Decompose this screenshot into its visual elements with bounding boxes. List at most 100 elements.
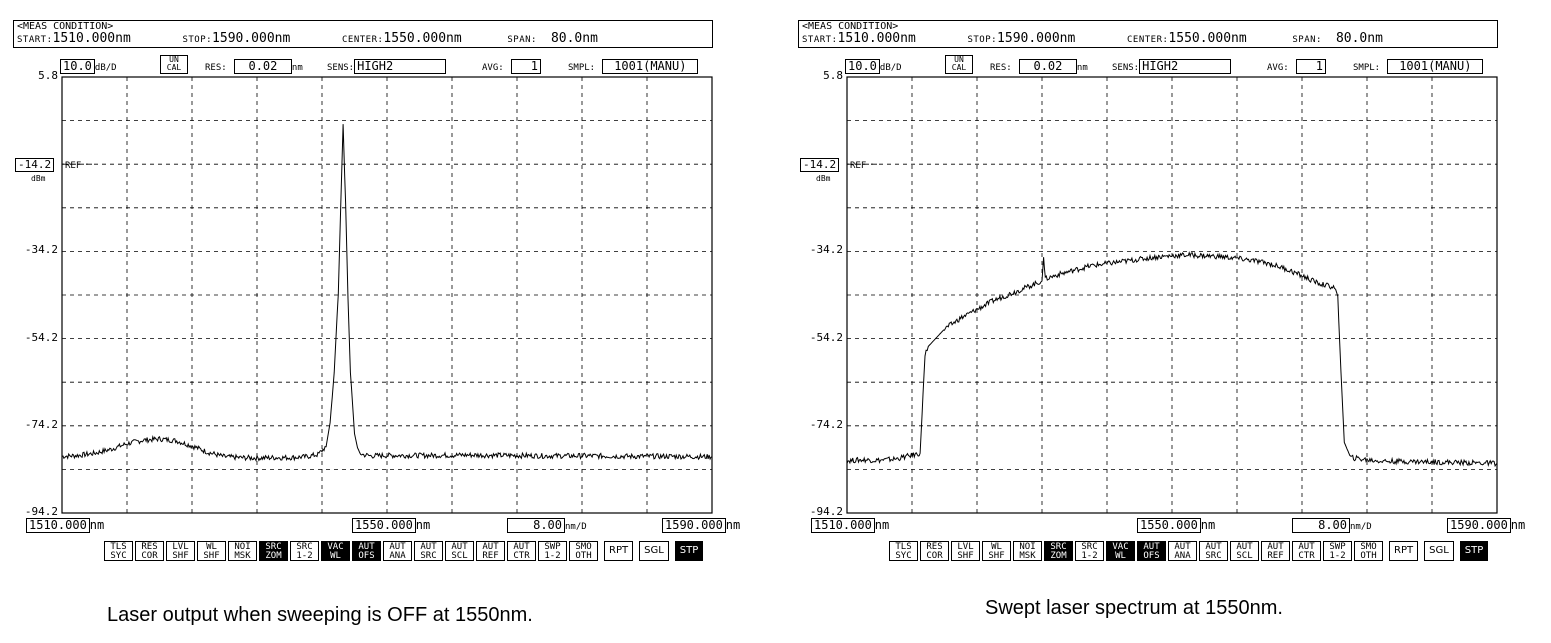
softkey-aut-ofs[interactable]: AUT OFS bbox=[1137, 541, 1166, 561]
softkey-line-2: ANA bbox=[389, 551, 406, 561]
softkey-noi-msk[interactable]: NOI MSK bbox=[1013, 541, 1042, 561]
ref-level-box[interactable]: -14.2 bbox=[15, 158, 55, 172]
spectrum-trace bbox=[61, 124, 713, 462]
softkey-sgl[interactable]: SGL bbox=[1424, 541, 1454, 561]
scale-box[interactable]: 10.0 bbox=[60, 59, 95, 74]
smpl-box[interactable]: 1001(MANU) bbox=[1387, 59, 1484, 74]
spectrum-trace bbox=[846, 251, 1498, 468]
softkey-wl-shf[interactable]: WL SHF bbox=[197, 541, 226, 561]
softkey-src-12[interactable]: SRC 1-2 bbox=[290, 541, 319, 561]
softkey-aut-ref[interactable]: AUT REF bbox=[1261, 541, 1290, 561]
softkey-aut-src[interactable]: AUT SRC bbox=[414, 541, 443, 561]
softkey-aut-ofs[interactable]: AUT OFS bbox=[352, 541, 381, 561]
softkey-rpt[interactable]: RPT bbox=[1389, 541, 1419, 561]
softkey-line-1: WL bbox=[206, 542, 217, 552]
softkey-sgl[interactable]: SGL bbox=[639, 541, 669, 561]
softkey-line-1: AUT bbox=[358, 542, 375, 552]
softkey-swp-12[interactable]: SWP 1-2 bbox=[1323, 541, 1352, 561]
y-tick-label: -74.2 bbox=[809, 417, 843, 431]
softkey-line-2: OFS bbox=[358, 551, 375, 561]
res-box[interactable]: 0.02 bbox=[233, 59, 292, 74]
softkey-line-1: SMO bbox=[1360, 542, 1377, 552]
softkey-aut-scl[interactable]: AUT SCL bbox=[445, 541, 474, 561]
softkey-aut-ana[interactable]: AUT ANA bbox=[1168, 541, 1197, 561]
softkey-aut-ctr[interactable]: AUT CTR bbox=[507, 541, 536, 561]
softkey-aut-ana[interactable]: AUT ANA bbox=[383, 541, 412, 561]
softkey-line-1: TLS bbox=[895, 542, 912, 552]
softkey-line-2: OTH bbox=[575, 551, 592, 561]
softkey-src-zom[interactable]: SRC ZOM bbox=[259, 541, 288, 561]
softkey-aut-ref[interactable]: AUT REF bbox=[476, 541, 505, 561]
x-right-box[interactable]: 1590.000 bbox=[662, 518, 726, 533]
y-tick-label: 5.8 bbox=[823, 69, 843, 82]
avg-row: AVG: 1 bbox=[1267, 59, 1326, 75]
ref-marker-label: REF bbox=[850, 161, 867, 171]
softkey-lvl-shf[interactable]: LVL SHF bbox=[951, 541, 980, 561]
ref-marker-label: REF bbox=[65, 161, 82, 171]
x-center-box[interactable]: 1550.000 bbox=[1137, 518, 1201, 533]
avg-box[interactable]: 1 bbox=[1295, 59, 1326, 74]
softkey-tls-syc[interactable]: TLS SYC bbox=[104, 541, 133, 561]
x-left-box[interactable]: 1510.000 bbox=[811, 518, 875, 533]
softkey-bar: TLS SYC RES COR LVL SHF WL SHF NOI MSK SRC ZOM SRC 1-… bbox=[104, 541, 704, 561]
softkey-aut-scl[interactable]: AUT SCL bbox=[1230, 541, 1259, 561]
spectrum-plot bbox=[61, 76, 713, 514]
uncal-indicator: UN CAL bbox=[160, 55, 188, 74]
softkey-smo-oth[interactable]: SMO OTH bbox=[569, 541, 598, 561]
softkey-src-zom[interactable]: SRC ZOM bbox=[1044, 541, 1073, 561]
x-div-box[interactable]: 8.00 bbox=[507, 518, 565, 533]
softkey-line-1: SRC bbox=[1081, 542, 1098, 552]
scale-box[interactable]: 10.0 bbox=[845, 59, 880, 74]
sens-box[interactable]: HIGH2 bbox=[1139, 59, 1232, 74]
softkey-line-1: SRC bbox=[265, 542, 282, 552]
softkey-line-2: SYC bbox=[110, 551, 127, 561]
avg-box[interactable]: 1 bbox=[510, 59, 541, 74]
softkey-aut-ctr[interactable]: AUT CTR bbox=[1292, 541, 1321, 561]
center-value: 1550.000nm bbox=[383, 31, 462, 46]
smpl-label: SMPL: bbox=[1353, 63, 1381, 73]
softkey-rpt[interactable]: RPT bbox=[604, 541, 634, 561]
softkey-src-12[interactable]: SRC 1-2 bbox=[1075, 541, 1104, 561]
softkey-line-1: AUT bbox=[1267, 542, 1284, 552]
softkey-res-cor[interactable]: RES COR bbox=[920, 541, 949, 561]
x-left-box[interactable]: 1510.000 bbox=[26, 518, 90, 533]
res-box[interactable]: 0.02 bbox=[1018, 59, 1077, 74]
smpl-box[interactable]: 1001(MANU) bbox=[602, 59, 699, 74]
softkey-swp-12[interactable]: SWP 1-2 bbox=[538, 541, 567, 561]
softkey-line-2: SRC bbox=[420, 551, 437, 561]
softkey-smo-oth[interactable]: SMO OTH bbox=[1354, 541, 1383, 561]
softkey-line-2: SHF bbox=[172, 551, 189, 561]
y-tick-label: -94.2 bbox=[809, 505, 843, 518]
softkey-line-2: 1-2 bbox=[544, 551, 561, 561]
y-tick-label: -54.2 bbox=[809, 330, 843, 344]
softkey-line-1: AUT bbox=[1298, 542, 1315, 552]
center-label: CENTER: bbox=[1126, 35, 1169, 45]
y-tick-label: -94.2 bbox=[24, 505, 58, 518]
softkey-res-cor[interactable]: RES COR bbox=[135, 541, 164, 561]
settings-row: 10.0 dB/D bbox=[60, 59, 117, 75]
softkey-stp[interactable]: STP bbox=[674, 541, 704, 561]
softkey-vac-wl[interactable]: VAC WL bbox=[321, 541, 350, 561]
res-unit: nm bbox=[1076, 63, 1088, 73]
softkey-noi-msk[interactable]: NOI MSK bbox=[228, 541, 257, 561]
smpl-label: SMPL: bbox=[568, 63, 596, 73]
softkey-line-1: VAC bbox=[327, 542, 344, 552]
y-tick-label: -54.2 bbox=[24, 330, 58, 344]
softkey-tls-syc[interactable]: TLS SYC bbox=[889, 541, 918, 561]
softkey-line-1: AUT bbox=[1205, 542, 1222, 552]
ref-level-box[interactable]: -14.2 bbox=[800, 158, 840, 172]
x-center-box[interactable]: 1550.000 bbox=[352, 518, 416, 533]
x-left-unit: nm bbox=[89, 518, 105, 532]
uncal-line-1: UN bbox=[954, 55, 964, 64]
softkey-aut-src[interactable]: AUT SRC bbox=[1199, 541, 1228, 561]
x-right-box[interactable]: 1590.000 bbox=[1447, 518, 1511, 533]
softkey-stp[interactable]: STP bbox=[1459, 541, 1489, 561]
softkey-line-1: AUT bbox=[513, 542, 530, 552]
x-div-box[interactable]: 8.00 bbox=[1292, 518, 1350, 533]
softkey-lvl-shf[interactable]: LVL SHF bbox=[166, 541, 195, 561]
sens-box[interactable]: HIGH2 bbox=[354, 59, 447, 74]
softkey-wl-shf[interactable]: WL SHF bbox=[982, 541, 1011, 561]
y-tick-label: -34.2 bbox=[809, 243, 843, 257]
start-value: 1510.000nm bbox=[837, 31, 916, 46]
softkey-vac-wl[interactable]: VAC WL bbox=[1106, 541, 1135, 561]
